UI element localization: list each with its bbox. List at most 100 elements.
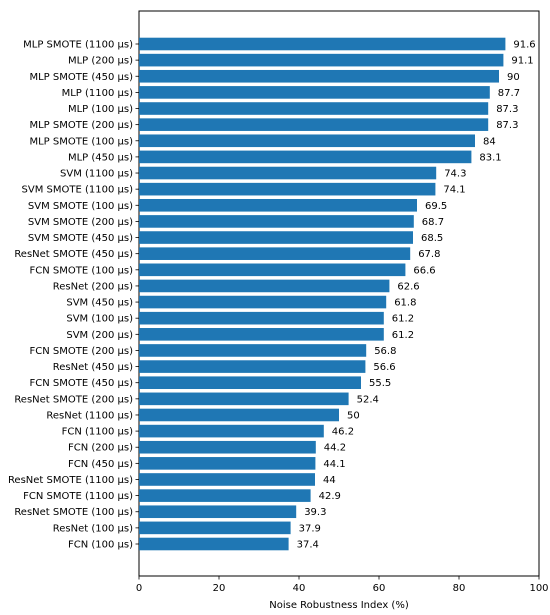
value-label: 55.5: [369, 378, 391, 389]
value-label: 44.1: [323, 459, 345, 470]
category-label: SVM SMOTE (1100 µs): [22, 185, 134, 196]
value-label: 61.8: [394, 298, 416, 309]
category-label: SVM SMOTE (100 µs): [28, 201, 133, 212]
value-label: 84: [483, 136, 496, 147]
value-labels-group: 91.691.19087.787.387.38483.174.374.169.5…: [297, 40, 536, 551]
bar: [139, 408, 339, 422]
x-tick-label: 100: [529, 583, 548, 594]
category-label: MLP SMOTE (100 µs): [29, 136, 133, 147]
value-label: 44: [323, 475, 336, 486]
value-label: 37.9: [299, 523, 321, 534]
bar: [139, 279, 390, 293]
value-label: 68.5: [421, 233, 443, 244]
bar: [139, 102, 489, 115]
bar: [139, 86, 490, 99]
x-axis-label: Noise Robustness Index (%): [269, 600, 409, 611]
category-label: FCN SMOTE (450 µs): [30, 378, 134, 389]
x-tick-label: 20: [213, 583, 226, 594]
value-label: 87.3: [496, 120, 518, 131]
category-label: FCN (100 µs): [68, 540, 133, 551]
bar: [139, 215, 414, 228]
category-label: FCN SMOTE (100 µs): [30, 265, 134, 276]
bar: [139, 311, 384, 325]
value-label: 68.7: [422, 217, 444, 228]
category-label: SVM (200 µs): [66, 330, 133, 341]
category-label: SVM (100 µs): [66, 314, 133, 325]
value-label: 61.2: [392, 330, 414, 341]
bar: [139, 489, 311, 502]
bar: [139, 440, 316, 454]
value-label: 61.2: [392, 314, 414, 325]
bar: [139, 328, 384, 341]
bar: [139, 134, 475, 148]
value-label: 67.8: [418, 249, 440, 260]
category-label: ResNet (100 µs): [53, 523, 133, 534]
category-label: MLP SMOTE (1100 µs): [23, 40, 133, 51]
bar: [139, 505, 297, 519]
bar: [139, 166, 437, 180]
x-axis-ticks-group: 0 20 40 60 80 100: [136, 576, 549, 594]
value-label: 87.3: [496, 104, 518, 115]
category-label: FCN SMOTE (200 µs): [30, 346, 134, 357]
x-tick-label: 80: [453, 583, 466, 594]
value-label: 74.1: [443, 185, 465, 196]
value-label: 74.3: [444, 169, 466, 180]
value-label: 50: [347, 410, 360, 421]
bar: [139, 344, 367, 357]
value-label: 62.6: [397, 281, 419, 292]
bar: [139, 424, 324, 438]
bar: [139, 537, 289, 551]
bar: [139, 295, 387, 309]
bar: [139, 247, 411, 260]
value-label: 37.4: [297, 540, 319, 551]
value-label: 91.6: [513, 40, 535, 51]
value-label: 46.2: [332, 427, 354, 438]
category-label: SVM SMOTE (450 µs): [28, 233, 133, 244]
category-label: MLP SMOTE (450 µs): [29, 72, 133, 83]
category-label: FCN (450 µs): [68, 459, 133, 470]
bar: [139, 263, 406, 277]
bar: [139, 150, 472, 164]
category-label: ResNet SMOTE (100 µs): [14, 507, 133, 518]
bar: [139, 457, 316, 470]
bar: [139, 473, 315, 486]
category-label: ResNet SMOTE (200 µs): [14, 394, 133, 405]
bar: [139, 69, 499, 83]
bar: [139, 198, 417, 212]
category-label: MLP (100 µs): [68, 104, 133, 115]
bar: [139, 37, 506, 51]
value-label: 87.7: [498, 88, 520, 99]
value-label: 69.5: [425, 201, 447, 212]
category-label: MLP (200 µs): [68, 56, 133, 67]
value-label: 90: [507, 72, 520, 83]
category-labels-group: MLP SMOTE (1100 µs) MLP (200 µs) MLP SMOTE…: [8, 40, 139, 551]
value-label: 56.8: [374, 346, 396, 357]
category-label: ResNet SMOTE (450 µs): [14, 249, 133, 260]
x-tick-label: 60: [373, 583, 386, 594]
bars-group: [139, 37, 506, 551]
x-tick-label: 40: [293, 583, 306, 594]
category-label: ResNet SMOTE (1100 µs): [8, 475, 133, 486]
category-label: ResNet (1100 µs): [46, 410, 133, 421]
bar: [139, 53, 504, 67]
value-label: 66.6: [413, 265, 435, 276]
category-label: MLP SMOTE (200 µs): [29, 120, 133, 131]
category-label: SVM (450 µs): [66, 298, 133, 309]
category-label: MLP (1100 µs): [62, 88, 134, 99]
value-label: 52.4: [357, 394, 379, 405]
bar: [139, 182, 436, 196]
bar: [139, 118, 489, 131]
category-label: MLP (450 µs): [68, 152, 133, 163]
bar: [139, 392, 349, 406]
category-label: SVM (1100 µs): [60, 169, 133, 180]
bar: [139, 376, 361, 390]
category-label: SVM SMOTE (200 µs): [28, 217, 133, 228]
category-label: FCN SMOTE (1100 µs): [23, 491, 133, 502]
x-tick-label: 0: [136, 583, 142, 594]
value-label: 56.6: [373, 362, 395, 373]
category-label: FCN (1100 µs): [62, 427, 133, 438]
bar: [139, 360, 366, 373]
bar: [139, 521, 291, 535]
value-label: 39.3: [304, 507, 326, 518]
